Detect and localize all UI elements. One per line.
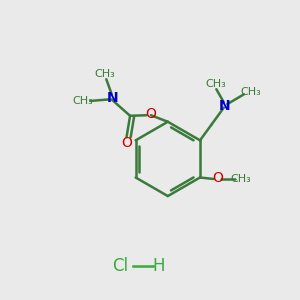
Text: O: O	[122, 136, 132, 150]
Text: CH₃: CH₃	[73, 96, 94, 106]
Text: CH₃: CH₃	[205, 79, 226, 89]
Text: O: O	[146, 107, 156, 121]
Text: CH₃: CH₃	[240, 87, 261, 97]
Text: N: N	[106, 91, 118, 105]
Text: H: H	[153, 257, 165, 275]
Text: CH₃: CH₃	[231, 174, 251, 184]
Text: CH₃: CH₃	[95, 69, 116, 79]
Text: N: N	[219, 100, 230, 113]
Text: O: O	[212, 171, 223, 185]
Text: Cl: Cl	[112, 257, 128, 275]
